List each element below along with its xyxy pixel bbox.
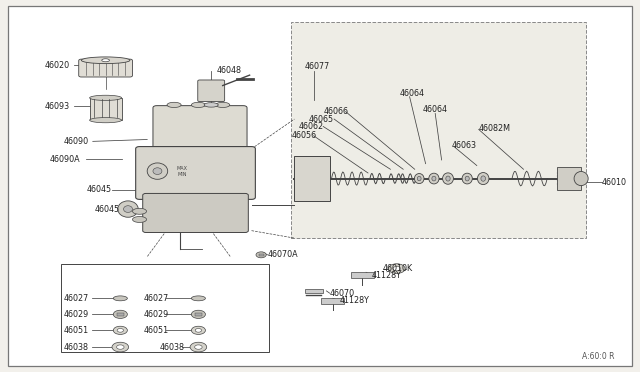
Circle shape: [117, 328, 124, 332]
Bar: [195, 313, 202, 315]
Text: 46027: 46027: [64, 294, 89, 303]
FancyBboxPatch shape: [198, 80, 225, 102]
Text: 46090A: 46090A: [50, 155, 81, 164]
Text: 46065: 46065: [309, 115, 334, 124]
Ellipse shape: [124, 206, 132, 212]
Ellipse shape: [481, 176, 486, 181]
Ellipse shape: [81, 57, 130, 64]
Ellipse shape: [465, 176, 469, 181]
Text: 46056: 46056: [292, 131, 317, 140]
Text: 46051: 46051: [64, 326, 89, 335]
Ellipse shape: [118, 201, 138, 217]
Text: 46051: 46051: [144, 326, 169, 335]
Text: 46066: 46066: [323, 107, 348, 116]
Bar: [294, 156, 330, 201]
Ellipse shape: [191, 102, 205, 108]
Ellipse shape: [102, 59, 109, 62]
Circle shape: [191, 326, 205, 334]
Ellipse shape: [113, 296, 127, 301]
FancyBboxPatch shape: [136, 147, 255, 199]
Circle shape: [393, 266, 401, 271]
Ellipse shape: [432, 176, 436, 181]
Circle shape: [195, 345, 202, 349]
Text: 46090: 46090: [64, 137, 89, 146]
Text: 41128Y: 41128Y: [371, 271, 401, 280]
Ellipse shape: [443, 173, 453, 184]
Text: 46064: 46064: [422, 105, 447, 114]
Ellipse shape: [417, 176, 421, 181]
Circle shape: [191, 310, 205, 318]
Text: 46093: 46093: [45, 102, 70, 110]
Text: MAX
MIN: MAX MIN: [177, 166, 188, 177]
Text: 46010: 46010: [602, 178, 627, 187]
FancyBboxPatch shape: [143, 193, 248, 232]
Text: 46062: 46062: [299, 122, 324, 131]
Bar: [116, 313, 124, 315]
FancyBboxPatch shape: [153, 106, 247, 151]
Circle shape: [113, 326, 127, 334]
Ellipse shape: [216, 102, 230, 108]
Ellipse shape: [90, 95, 122, 100]
Text: 46064: 46064: [400, 89, 425, 97]
Bar: [90, 98, 122, 120]
Text: 46010K: 46010K: [383, 264, 413, 273]
FancyBboxPatch shape: [79, 59, 132, 77]
Text: 46063: 46063: [452, 141, 477, 150]
Ellipse shape: [477, 173, 489, 185]
Bar: [61, 264, 269, 352]
Circle shape: [256, 252, 266, 258]
Ellipse shape: [446, 176, 450, 181]
Text: 46029: 46029: [64, 310, 89, 319]
Text: 46070: 46070: [330, 289, 355, 298]
Circle shape: [190, 342, 207, 352]
Bar: [351, 272, 374, 278]
Text: 46048: 46048: [216, 66, 241, 75]
Bar: [305, 289, 323, 293]
Ellipse shape: [574, 171, 588, 186]
Ellipse shape: [204, 103, 218, 107]
Ellipse shape: [132, 217, 147, 222]
Ellipse shape: [191, 296, 205, 301]
Text: 46029: 46029: [144, 310, 169, 319]
Circle shape: [116, 345, 124, 349]
Text: 46082M: 46082M: [479, 124, 511, 133]
Text: 46070A: 46070A: [268, 250, 298, 259]
Text: 46020: 46020: [45, 61, 70, 70]
Circle shape: [112, 342, 129, 352]
Text: 46038: 46038: [160, 343, 185, 352]
Circle shape: [388, 264, 405, 273]
Ellipse shape: [429, 173, 439, 184]
Text: 46077: 46077: [305, 62, 330, 71]
Bar: [259, 254, 264, 256]
Ellipse shape: [132, 208, 147, 214]
Circle shape: [113, 310, 127, 318]
Text: A:60:0 R: A:60:0 R: [582, 352, 614, 361]
Text: 46045: 46045: [95, 205, 120, 214]
Bar: [291, 22, 586, 238]
Bar: [557, 167, 581, 190]
Ellipse shape: [167, 102, 181, 108]
Ellipse shape: [90, 118, 122, 123]
Ellipse shape: [153, 168, 162, 174]
Ellipse shape: [415, 173, 424, 184]
Text: 41128Y: 41128Y: [339, 296, 369, 305]
Text: 46027: 46027: [144, 294, 169, 303]
Text: 46045: 46045: [87, 185, 112, 194]
Circle shape: [195, 328, 202, 332]
Ellipse shape: [462, 173, 472, 184]
Bar: [321, 298, 344, 304]
Text: 46038: 46038: [64, 343, 89, 352]
Ellipse shape: [147, 163, 168, 179]
